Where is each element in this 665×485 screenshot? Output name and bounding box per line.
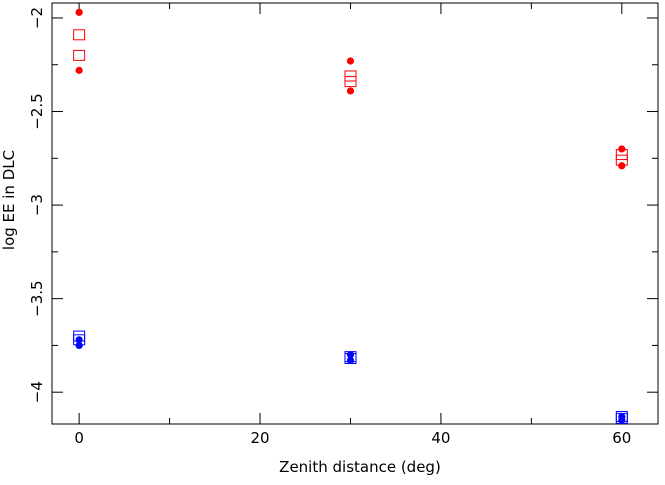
x-tick-label: 60	[612, 429, 631, 447]
axis-ticks	[52, 3, 658, 424]
data-point-circle	[346, 57, 355, 65]
data-point-circle	[346, 87, 355, 95]
data-point-square	[73, 49, 86, 61]
data-point-square	[344, 70, 357, 82]
tick-labels: 0 20 40 60 −4 −3.5 −3 −2.5 −2	[28, 7, 631, 447]
data-point-square	[73, 334, 86, 346]
y-tick-label: −3	[28, 194, 46, 216]
x-tick-label: 0	[74, 429, 84, 447]
y-tick-label: −2	[28, 7, 46, 29]
x-axis-label: Zenith distance (deg)	[279, 458, 441, 476]
data-point-circle	[75, 8, 83, 16]
x-tick-label: 40	[431, 429, 450, 447]
plot-border	[51, 2, 659, 425]
data-point-circle	[346, 356, 355, 364]
data-point-square	[615, 154, 628, 166]
x-tick-label: 20	[250, 429, 269, 447]
data-point-circle	[618, 145, 626, 153]
data-point-circle	[75, 336, 83, 344]
data-point-square	[344, 353, 357, 365]
data-point-circle	[75, 66, 83, 74]
data-point-circle	[618, 162, 626, 170]
plot-frame	[51, 2, 659, 425]
data-point-square	[344, 76, 357, 88]
data-point-circle	[346, 351, 355, 359]
data-point-square	[73, 29, 86, 41]
y-axis-label: log EE in DLC	[0, 150, 18, 250]
data-point-square	[615, 412, 628, 424]
y-tick-label: −3.5	[28, 280, 46, 316]
y-tick-label: −4	[28, 381, 46, 403]
data-point-square	[615, 149, 628, 161]
data-point-circle	[618, 416, 626, 424]
data-markers	[73, 8, 628, 424]
y-tick-label: −2.5	[28, 93, 46, 129]
data-point-circle	[75, 341, 83, 350]
